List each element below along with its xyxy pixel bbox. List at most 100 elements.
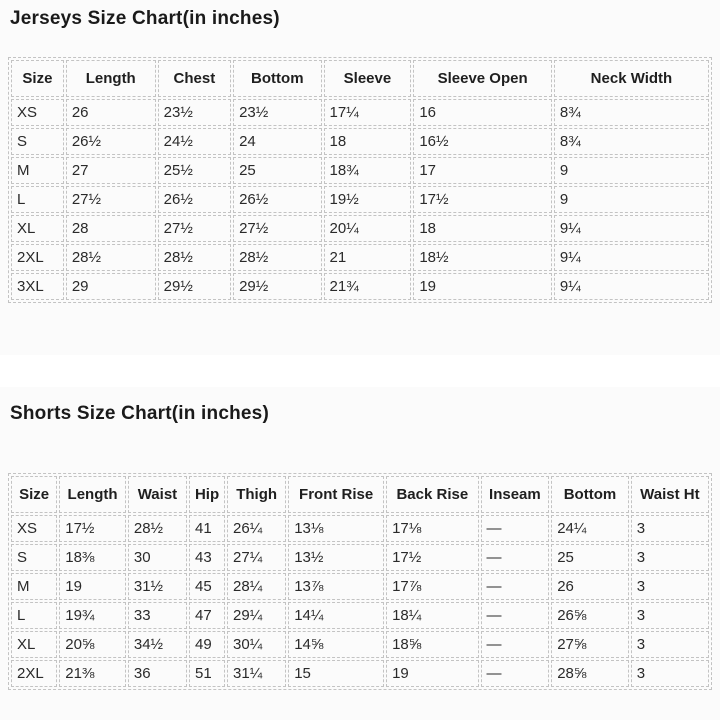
column-header: Front Rise (288, 476, 385, 513)
shorts-size-chart-section: Shorts Size Chart(in inches) Size Length W… (0, 387, 720, 720)
value-cell: 13⅛ (288, 515, 385, 542)
value-cell: 21⅜ (59, 660, 126, 687)
table-row: L 27½ 26½ 26½ 19½ 17½ 9 (11, 186, 709, 213)
value-cell: 20⅝ (59, 631, 126, 658)
value-cell: 14¼ (288, 602, 385, 629)
jerseys-size-chart-section: Jerseys Size Chart(in inches) Size Length… (0, 0, 720, 355)
value-cell: 17¼ (323, 99, 412, 126)
value-cell: 9 (553, 186, 709, 213)
value-cell: 19 (413, 273, 552, 300)
size-cell: M (11, 573, 58, 600)
value-cell: 25 (551, 544, 629, 571)
value-cell: 28½ (233, 244, 322, 271)
section-divider-gap (0, 355, 720, 387)
value-cell: 9¼ (553, 273, 709, 300)
value-cell: 3 (630, 573, 709, 600)
column-header: Sleeve Open (413, 60, 552, 97)
value-cell: 21 (323, 244, 412, 271)
value-cell: 28½ (157, 244, 232, 271)
column-header: Length (59, 476, 126, 513)
table-row: M 27 25½ 25 18¾ 17 9 (11, 157, 709, 184)
shorts-chart-title: Shorts Size Chart(in inches) (10, 403, 269, 424)
value-cell: 24¼ (551, 515, 629, 542)
value-cell: 23½ (157, 99, 232, 126)
value-cell: — (480, 631, 550, 658)
value-cell: 17 (413, 157, 552, 184)
column-header: Thigh (227, 476, 287, 513)
value-cell: 20¼ (323, 215, 412, 242)
value-cell: 30 (127, 544, 188, 571)
table-row: M 19 31½ 45 28¼ 13⅞ 17⅞ —26 3 (11, 573, 709, 600)
jerseys-size-table: Size Length Chest Bottom Sleeve Sleeve Open Ne… (8, 57, 712, 303)
value-cell: 17½ (59, 515, 126, 542)
column-header: Back Rise (386, 476, 479, 513)
value-cell: 29 (65, 273, 156, 300)
size-cell: 3XL (11, 273, 64, 300)
value-cell: 24 (233, 128, 322, 155)
size-cell: XL (11, 631, 58, 658)
shorts-size-table: Size Length Waist Hip Thigh Front Rise Back Ri… (8, 473, 712, 690)
size-cell: M (11, 157, 64, 184)
value-cell: 15 (288, 660, 385, 687)
value-cell: — (480, 544, 550, 571)
value-cell: 27¼ (227, 544, 287, 571)
column-header: Neck Width (553, 60, 709, 97)
column-header: Inseam (480, 476, 550, 513)
column-header: Bottom (233, 60, 322, 97)
table-row: XL 20⅝ 34½ 49 30¼ 14⅝ 18⅝ —27⅝ 3 (11, 631, 709, 658)
value-cell: 17⅞ (386, 573, 479, 600)
value-cell: 27½ (157, 215, 232, 242)
table-row: S 26½ 24½ 24 18 16½ 8¾ (11, 128, 709, 155)
value-cell: — (480, 602, 550, 629)
value-cell: 19½ (323, 186, 412, 213)
value-cell: 47 (189, 602, 226, 629)
value-cell: 30¼ (227, 631, 287, 658)
value-cell: 29½ (233, 273, 322, 300)
column-header: Size (11, 476, 58, 513)
column-header: Sleeve (323, 60, 412, 97)
size-cell: 2XL (11, 660, 58, 687)
column-header: Length (65, 60, 156, 97)
value-cell: 27⅝ (551, 631, 629, 658)
value-cell: — (480, 660, 550, 687)
value-cell: 3 (630, 660, 709, 687)
value-cell: 18¼ (386, 602, 479, 629)
column-header: Waist (127, 476, 188, 513)
value-cell: 28¼ (227, 573, 287, 600)
size-cell: 2XL (11, 244, 64, 271)
value-cell: 31½ (127, 573, 188, 600)
size-cell: L (11, 602, 58, 629)
table-row: S 18⅜ 30 43 27¼ 13½ 17½ —25 3 (11, 544, 709, 571)
value-cell: 8¾ (553, 99, 709, 126)
value-cell: 17⅛ (386, 515, 479, 542)
value-cell: 21¾ (323, 273, 412, 300)
value-cell: 29½ (157, 273, 232, 300)
table-row: 3XL 29 29½ 29½ 21¾ 19 9¼ (11, 273, 709, 300)
value-cell: 13½ (288, 544, 385, 571)
value-cell: 19 (59, 573, 126, 600)
value-cell: 9¼ (553, 215, 709, 242)
value-cell: 27 (65, 157, 156, 184)
value-cell: 49 (189, 631, 226, 658)
value-cell: 27½ (233, 215, 322, 242)
value-cell: 18¾ (323, 157, 412, 184)
size-cell: S (11, 128, 64, 155)
value-cell: 25½ (157, 157, 232, 184)
table-row: 2XL 21⅜ 36 51 31¼ 15 19—28⅝ 3 (11, 660, 709, 687)
table-row: XS 26 23½ 23½ 17¼ 16 8¾ (11, 99, 709, 126)
value-cell: 17½ (386, 544, 479, 571)
value-cell: 3 (630, 515, 709, 542)
header-row: Size Length Chest Bottom Sleeve Sleeve Open Ne… (11, 60, 709, 97)
value-cell: 19¾ (59, 602, 126, 629)
value-cell: 9 (553, 157, 709, 184)
value-cell: — (480, 515, 550, 542)
value-cell: 8¾ (553, 128, 709, 155)
value-cell: 41 (189, 515, 226, 542)
value-cell: 18⅝ (386, 631, 479, 658)
value-cell: 25 (233, 157, 322, 184)
size-cell: XS (11, 515, 58, 542)
column-header: Chest (157, 60, 232, 97)
value-cell: 28⅝ (551, 660, 629, 687)
size-cell: S (11, 544, 58, 571)
value-cell: 19 (386, 660, 479, 687)
